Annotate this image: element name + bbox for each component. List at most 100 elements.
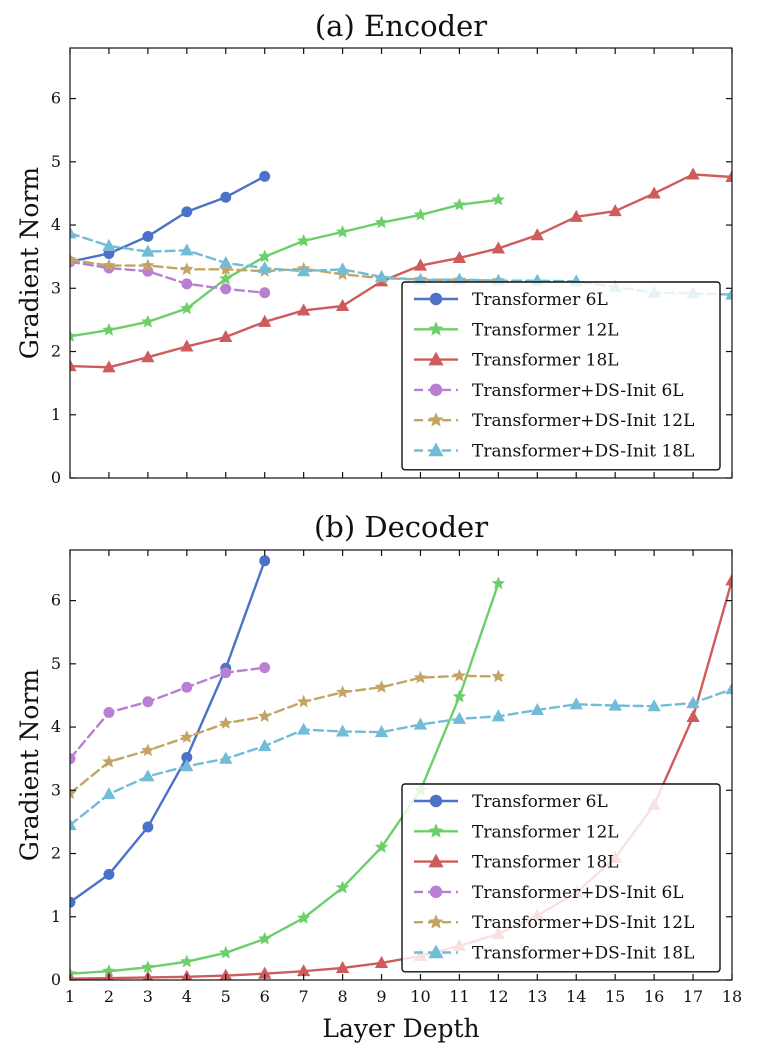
x-tick-label: 1 [65,987,75,1006]
y-ticks-decoder: 0 1 2 3 4 5 6 [51,591,732,989]
x-ticks-decoder: 1 2 3 4 5 6 7 8 9 10 11 12 13 14 15 16 17 18 [65,550,742,1006]
data-point [102,258,116,272]
chart-title-encoder: (a) Encoder [315,9,487,43]
data-point [102,964,116,977]
x-tick-label: 6 [260,987,270,1006]
data-point [335,299,350,312]
data-point [103,707,115,718]
series-line-3 [70,666,266,760]
legend-marker [428,823,444,838]
data-point [258,314,272,327]
data-point [296,964,311,977]
data-point [259,555,271,567]
y-tick-label: 3 [51,780,61,799]
y-tick-label: 2 [51,844,61,863]
data-point [141,743,155,757]
data-point [374,955,389,968]
legend-entry: Transformer+DS-Init 18L [472,944,694,964]
series-line-0 [70,175,266,263]
data-point [70,329,77,343]
data-point [142,230,154,242]
legend-marker [429,885,443,899]
data-point [141,258,155,272]
data-point [452,668,467,682]
y-tick-label: 0 [51,970,61,989]
y-tick-label: 6 [51,591,61,610]
data-point [569,697,583,710]
data-point [686,167,700,180]
data-point [374,725,389,738]
data-point [491,669,506,683]
data-point [296,233,311,247]
y-tick-label: 1 [51,405,61,424]
data-point [335,262,350,275]
series-line-3 [70,260,266,294]
data-point [530,702,544,716]
legend-entry: Transformer+DS-Init 12L [472,411,694,431]
x-tick-label: 14 [566,987,586,1006]
data-point [296,722,311,735]
x-tick-label: 10 [410,987,430,1006]
y-tick-label: 5 [51,152,61,171]
data-point [141,314,155,328]
legend-encoder: Transformer 6L Transformer 12L Transformer… [401,281,721,471]
data-point [259,287,271,299]
data-point [491,576,506,590]
data-point [686,696,700,709]
data-point [102,787,116,800]
data-point [180,954,194,968]
legend-marker [428,321,444,336]
data-point [220,667,232,679]
y-ticks-encoder: 0 1 2 3 4 5 6 [51,89,732,487]
data-point [452,197,467,211]
legend-entry: Transformer 12L [472,822,619,842]
data-point [259,170,271,182]
data-point [181,681,193,693]
data-point [70,818,77,831]
data-point [258,261,272,274]
legend-marker [428,944,444,959]
x-tick-label: 13 [527,987,547,1006]
data-point [686,709,700,722]
series-line-2 [70,173,732,369]
data-point [219,716,233,729]
data-point [530,228,544,241]
data-point [103,868,115,880]
legend-marker [429,794,443,808]
data-point [181,206,193,218]
data-point [141,244,155,257]
legend-marker [429,292,443,306]
legend-entry: Transformer 6L [472,792,608,812]
data-point [491,241,506,254]
data-point [220,283,232,295]
data-point [258,709,272,722]
x-tick-label: 3 [143,987,153,1006]
data-point [452,689,467,703]
y-axis-label-encoder: Gradient Norm [15,167,44,360]
data-point [142,821,154,833]
legend-entry: Transformer+DS-Init 6L [472,883,684,903]
y-tick-label: 0 [51,468,61,487]
data-point [452,250,467,263]
data-point [335,960,350,974]
data-point [220,191,232,203]
data-point [258,931,272,945]
data-point [413,670,428,684]
y-tick-label: 6 [51,89,61,108]
data-point [335,225,350,238]
data-point [70,896,76,908]
series-line-1 [70,198,500,338]
legend-marker [428,442,444,457]
data-point [374,215,389,229]
x-ticks-encoder [69,48,733,478]
x-tick-label: 4 [182,987,192,1006]
data-point [219,262,233,275]
data-point [725,573,732,586]
data-point [413,717,428,730]
x-axis-label-decoder: Layer Depth [322,1014,479,1043]
data-point [180,759,194,772]
legend-entry: Transformer 18L [472,853,619,873]
